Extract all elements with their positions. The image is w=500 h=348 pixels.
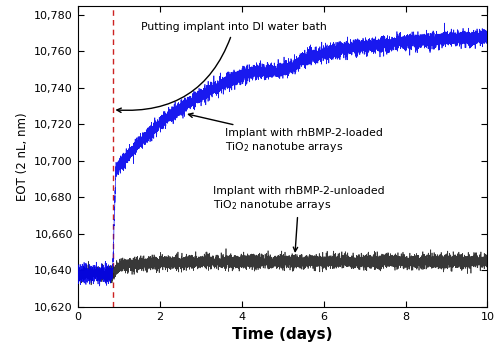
Y-axis label: EOT (2 nL, nm): EOT (2 nL, nm) [16, 112, 28, 200]
Text: Implant with rhBMP-2-unloaded
TiO$_2$ nanotube arrays: Implant with rhBMP-2-unloaded TiO$_2$ na… [213, 186, 384, 252]
Text: Implant with rhBMP-2-loaded
TiO$_2$ nanotube arrays: Implant with rhBMP-2-loaded TiO$_2$ nano… [188, 113, 383, 154]
Text: Putting implant into DI water bath: Putting implant into DI water bath [117, 22, 327, 112]
X-axis label: Time (days): Time (days) [232, 327, 333, 342]
